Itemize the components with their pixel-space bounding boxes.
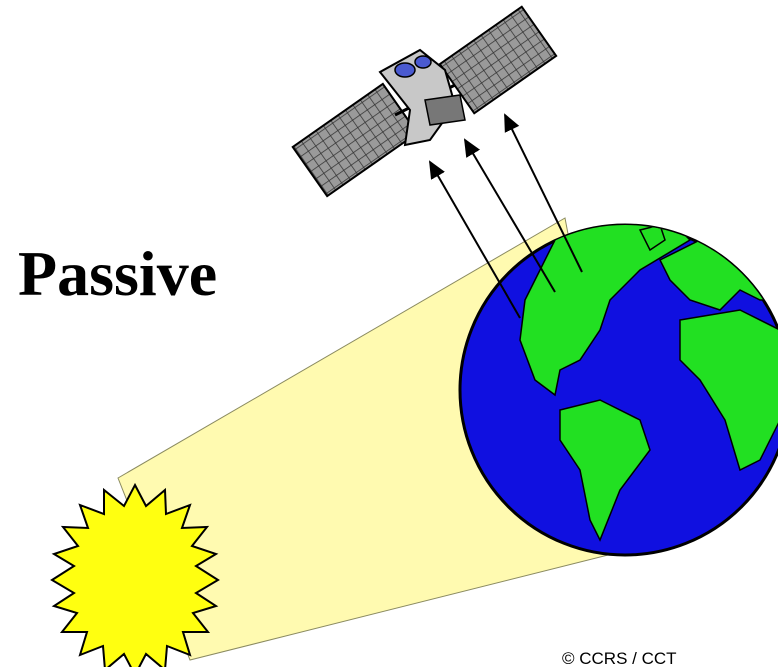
- satellite: [291, 5, 558, 198]
- earth: [458, 223, 778, 557]
- sun: [50, 482, 220, 667]
- radiation-arrows: [429, 113, 583, 319]
- title-label: Passive: [18, 238, 217, 309]
- credit: © CCRS / CCT: [562, 649, 677, 667]
